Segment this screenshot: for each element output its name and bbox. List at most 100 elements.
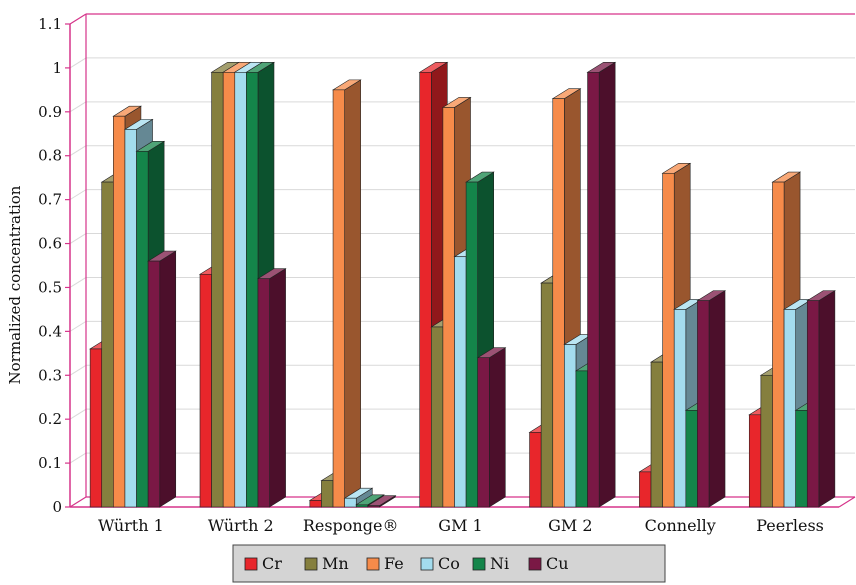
legend-label: Ni bbox=[490, 554, 509, 573]
y-tick-label: 0.2 bbox=[38, 410, 62, 428]
bar-side bbox=[818, 290, 836, 508]
axis-corner bbox=[69, 13, 87, 25]
bar-front bbox=[89, 348, 103, 508]
y-tick-label: 0.6 bbox=[38, 235, 62, 253]
bar-front bbox=[662, 172, 675, 508]
legend-swatch bbox=[304, 557, 318, 571]
grid-line-side bbox=[69, 145, 87, 157]
grid-line-side bbox=[69, 57, 87, 69]
legend-item: Ni bbox=[472, 554, 509, 573]
y-tick-label: 0.5 bbox=[38, 278, 62, 296]
x-tick-label: GM 2 bbox=[548, 516, 592, 535]
bar-side bbox=[488, 347, 506, 508]
bar-front bbox=[101, 181, 114, 508]
bar-side bbox=[159, 250, 177, 508]
bar-front bbox=[222, 72, 236, 508]
legend-item: Co bbox=[420, 554, 460, 573]
bar bbox=[806, 290, 836, 508]
y-tick-label: 0 bbox=[52, 498, 62, 516]
legend-swatch bbox=[366, 557, 380, 571]
bar-front bbox=[748, 414, 762, 508]
bar-front bbox=[430, 326, 444, 508]
floor-right-edge bbox=[838, 496, 856, 508]
legend: Cr Mn Fe Co Ni Cu bbox=[232, 544, 666, 583]
legend-label: Cr bbox=[262, 554, 282, 573]
legend-label: Co bbox=[438, 554, 460, 573]
grid-line-side bbox=[69, 408, 87, 420]
bar-side bbox=[598, 61, 616, 508]
bar-front bbox=[650, 361, 663, 508]
bar-front bbox=[246, 72, 259, 508]
x-tick-label: GM 1 bbox=[438, 516, 482, 535]
bar-front bbox=[477, 357, 490, 508]
y-tick-label: 1.1 bbox=[38, 15, 62, 33]
bar-front bbox=[309, 500, 322, 508]
bar-front bbox=[697, 300, 710, 508]
bar-front bbox=[332, 89, 345, 508]
bars bbox=[89, 61, 836, 508]
bar bbox=[586, 61, 617, 508]
x-tick-label: Peerless bbox=[756, 516, 824, 535]
x-tick-label: Connelly bbox=[645, 516, 716, 535]
bar-front bbox=[211, 72, 224, 508]
y-tick-label: 0.1 bbox=[38, 454, 62, 472]
bar-front bbox=[454, 256, 467, 508]
bar bbox=[256, 268, 287, 508]
legend-item: Mn bbox=[304, 554, 349, 573]
legend-swatch bbox=[472, 557, 486, 571]
bar bbox=[696, 290, 727, 508]
bar-front bbox=[529, 432, 542, 508]
grid-line-side bbox=[69, 452, 87, 464]
grid-line-side bbox=[69, 320, 87, 332]
legend-label: Mn bbox=[322, 554, 349, 573]
legend-swatch bbox=[420, 557, 434, 571]
bar-front bbox=[685, 410, 698, 508]
bar-front bbox=[552, 98, 565, 508]
bar-front bbox=[367, 505, 380, 508]
y-tick-label: 0.3 bbox=[38, 366, 62, 384]
bar-front bbox=[575, 370, 588, 508]
bar-front bbox=[772, 181, 785, 508]
grid-line-side bbox=[69, 101, 87, 113]
bar bbox=[366, 495, 397, 508]
floor-corner bbox=[69, 496, 87, 508]
grid-line-side bbox=[69, 277, 87, 288]
bar-front bbox=[564, 344, 577, 508]
legend-label: Cu bbox=[546, 554, 569, 573]
bar-side bbox=[708, 290, 726, 508]
legend-swatch bbox=[528, 557, 542, 571]
bar-side bbox=[344, 79, 361, 508]
legend-label: Fe bbox=[384, 554, 404, 573]
y-tick-label: 0.8 bbox=[38, 147, 62, 165]
bar-front bbox=[113, 115, 126, 508]
legend-item: Cr bbox=[244, 554, 282, 573]
bar-front bbox=[673, 309, 687, 508]
y-tick-label: 1 bbox=[52, 59, 62, 77]
grid-line-side bbox=[69, 233, 87, 244]
bar-front bbox=[587, 72, 600, 508]
bar-front bbox=[465, 181, 479, 508]
bar-front bbox=[234, 72, 247, 508]
x-axis-categories: Würth 1 Würth 2 Responge® GM 1 GM 2 Connelly P… bbox=[98, 516, 824, 535]
y-tick-label: 0.7 bbox=[38, 191, 62, 209]
bar-front bbox=[355, 504, 369, 508]
bar bbox=[331, 79, 362, 508]
y-tick-label: 0.4 bbox=[38, 322, 62, 340]
grid-line-side bbox=[69, 364, 87, 376]
bar-front bbox=[540, 282, 554, 508]
bar bbox=[147, 250, 177, 508]
bar-front bbox=[124, 129, 137, 508]
x-tick-label: Responge® bbox=[303, 516, 399, 535]
bar-front bbox=[257, 278, 270, 508]
x-tick-label: Würth 1 bbox=[98, 516, 164, 535]
bar-side bbox=[269, 268, 286, 508]
y-axis-ticks: 0 0.1 0.2 0.3 0.4 0.5 0.6 0.7 0.8 0.9 1 1.1 bbox=[38, 15, 70, 516]
legend-item: Cu bbox=[528, 554, 569, 573]
bar-front bbox=[795, 410, 808, 508]
y-tick-label: 0.9 bbox=[38, 103, 62, 121]
bar-front bbox=[199, 273, 212, 508]
bar-front bbox=[760, 374, 773, 508]
bar-front bbox=[639, 471, 652, 508]
bar-front bbox=[783, 309, 796, 508]
bar-front bbox=[344, 497, 357, 508]
